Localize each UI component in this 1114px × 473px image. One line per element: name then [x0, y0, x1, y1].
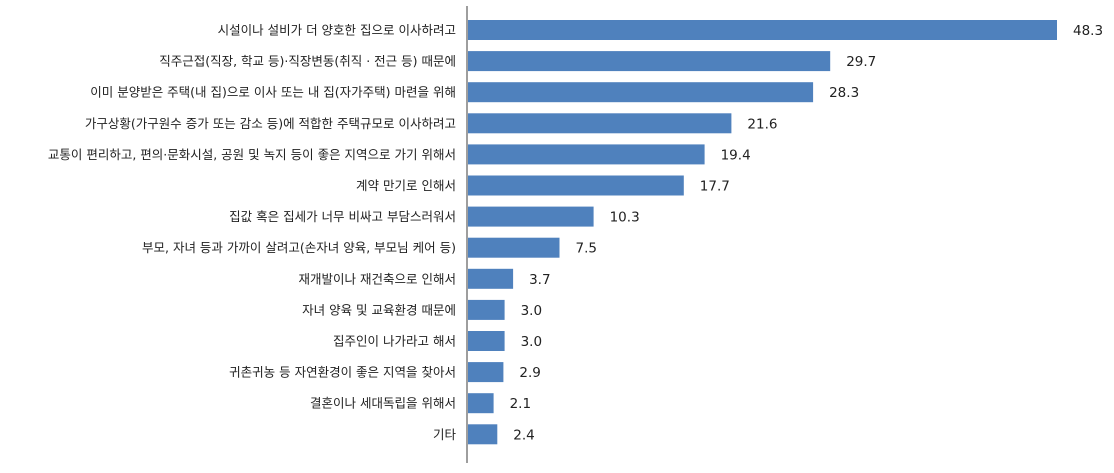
value-label: 3.0 [521, 303, 542, 319]
value-label: 3.0 [521, 334, 542, 350]
category-label: 직주근접(직장, 학교 등)·직장변동(취직 · 전근 등) 때문에 [159, 54, 456, 69]
category-label: 가구상황(가구원수 증가 또는 감소 등)에 적합한 주택규모로 이사하려고 [85, 116, 456, 131]
bar [468, 424, 498, 445]
value-label: 17.7 [700, 179, 730, 195]
bar [468, 144, 705, 165]
category-label: 기타 [433, 427, 457, 442]
value-label: 10.3 [610, 210, 640, 226]
category-label: 재개발이나 재건축으로 인해서 [299, 271, 456, 286]
value-label: 7.5 [576, 241, 597, 257]
category-label: 부모, 자녀 등과 가까이 살려고(손자녀 양육, 부모님 케어 등) [142, 240, 456, 255]
bar [468, 362, 504, 383]
bar [468, 237, 560, 258]
value-label: 29.7 [846, 54, 876, 70]
bar [468, 51, 831, 72]
value-label: 21.6 [747, 116, 777, 132]
category-label: 집주인이 나가라고 해서 [333, 334, 456, 349]
category-label: 계약 만기로 인해서 [356, 178, 456, 193]
bar [468, 206, 594, 227]
category-label: 교통이 편리하고, 편의·문화시설, 공원 및 녹지 등이 좋은 지역으로 가기… [48, 147, 456, 162]
category-label: 귀촌귀농 등 자연환경이 좋은 지역을 찾아서 [229, 365, 456, 380]
value-label: 3.7 [529, 272, 550, 288]
bar [468, 175, 684, 196]
bar [468, 20, 1057, 40]
value-label: 19.4 [721, 147, 751, 163]
category-label: 집값 혹은 집세가 너무 비싸고 부담스러워서 [229, 209, 456, 224]
bar [468, 299, 505, 320]
bar [468, 113, 732, 134]
category-label: 시설이나 설비가 더 양호한 집으로 이사하려고 [218, 23, 456, 38]
value-label: 2.9 [519, 365, 540, 381]
value-label: 48.3 [1073, 23, 1103, 39]
category-label: 결혼이나 세대독립을 위해서 [310, 396, 456, 411]
category-label: 이미 분양받은 주택(내 집)으로 이사 또는 내 집(자가주택) 마련을 위해 [90, 85, 456, 100]
category-label: 자녀 양육 및 교육환경 때문에 [302, 302, 456, 317]
bar [468, 331, 505, 351]
bar [468, 393, 494, 414]
bar [468, 82, 814, 103]
value-label: 2.1 [510, 396, 531, 412]
bar [468, 268, 514, 289]
value-label: 28.3 [829, 85, 859, 101]
value-label: 2.4 [513, 427, 534, 443]
